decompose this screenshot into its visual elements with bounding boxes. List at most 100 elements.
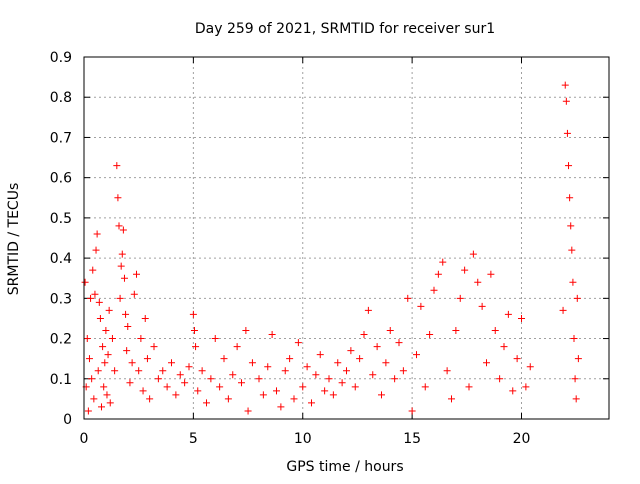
data-point	[211, 335, 219, 343]
data-point	[469, 250, 477, 258]
data-point	[496, 375, 504, 383]
data-point	[111, 367, 119, 375]
data-point	[81, 278, 89, 286]
data-point	[104, 351, 112, 359]
data-point	[452, 327, 460, 335]
data-point	[413, 351, 420, 359]
data-point	[238, 379, 245, 387]
data-point	[220, 355, 228, 363]
data-point	[114, 194, 122, 202]
data-point	[133, 270, 140, 278]
data-point	[404, 294, 412, 302]
data-point	[303, 363, 311, 371]
data-point	[102, 327, 110, 335]
data-point	[573, 294, 581, 302]
data-point	[92, 246, 100, 254]
data-point	[290, 395, 298, 403]
data-point	[509, 387, 517, 395]
data-point	[216, 383, 224, 391]
y-tick-label: 0.7	[50, 130, 72, 146]
data-point	[255, 375, 263, 383]
data-point	[461, 266, 469, 274]
data-point	[117, 262, 125, 270]
data-point	[116, 294, 124, 302]
data-point	[118, 250, 126, 258]
data-point	[562, 97, 570, 105]
y-tick-label: 0.2	[50, 332, 72, 348]
data-point	[491, 327, 499, 335]
data-point	[128, 359, 136, 367]
data-point	[119, 226, 127, 234]
data-point	[277, 403, 285, 411]
data-point	[325, 375, 333, 383]
data-points-layer	[81, 81, 582, 415]
data-point	[224, 395, 232, 403]
data-point	[126, 379, 134, 387]
data-point	[513, 355, 521, 363]
data-point	[373, 343, 381, 351]
data-point	[408, 407, 416, 415]
data-point	[141, 314, 149, 322]
data-point	[115, 222, 123, 230]
data-point	[308, 399, 315, 407]
data-point	[443, 367, 451, 375]
data-point	[386, 327, 394, 335]
data-point	[181, 379, 189, 387]
data-point	[163, 383, 171, 391]
y-tick-label: 0.5	[50, 211, 72, 227]
data-point	[343, 367, 350, 375]
data-point	[98, 403, 105, 411]
data-point	[229, 371, 237, 379]
y-axis-label: SRMTID / TECUs	[6, 183, 22, 296]
data-point	[526, 363, 534, 371]
data-point	[518, 314, 525, 322]
data-point	[382, 359, 390, 367]
data-point	[570, 335, 578, 343]
data-point	[143, 355, 151, 363]
x-tick-label: 20	[513, 431, 531, 447]
data-point	[88, 375, 96, 383]
data-point	[207, 375, 215, 383]
data-point	[281, 367, 289, 375]
data-point	[122, 310, 130, 318]
data-point	[569, 278, 577, 286]
data-point	[89, 266, 97, 274]
data-point	[194, 387, 202, 395]
data-point	[434, 270, 442, 278]
data-point	[84, 407, 92, 415]
data-point	[351, 383, 359, 391]
data-point	[500, 343, 508, 351]
data-point	[124, 322, 132, 330]
data-point	[566, 194, 574, 202]
data-point	[334, 359, 342, 367]
data-point	[456, 294, 464, 302]
y-tick-label: 0	[63, 412, 72, 428]
data-point	[94, 367, 102, 375]
data-point	[87, 294, 95, 302]
data-point	[168, 359, 175, 367]
data-point	[190, 327, 198, 335]
data-point	[369, 371, 377, 379]
data-point	[316, 351, 324, 359]
x-axis-label: GPS time / hours	[286, 459, 403, 475]
data-point	[113, 162, 121, 170]
data-point	[321, 387, 329, 395]
data-point	[244, 407, 252, 415]
data-point	[356, 355, 364, 363]
data-point	[135, 367, 143, 375]
data-point	[268, 331, 276, 339]
plot-frame	[83, 56, 610, 420]
data-point	[185, 363, 193, 371]
data-point	[360, 331, 368, 339]
data-point	[273, 387, 280, 395]
data-point	[559, 306, 567, 314]
data-point	[108, 335, 116, 343]
data-point	[90, 395, 98, 403]
data-point	[85, 355, 93, 363]
data-point	[568, 246, 576, 254]
data-point	[176, 371, 184, 379]
data-point	[242, 327, 250, 335]
data-point	[299, 383, 307, 391]
data-point	[426, 331, 434, 339]
data-point	[561, 81, 569, 89]
